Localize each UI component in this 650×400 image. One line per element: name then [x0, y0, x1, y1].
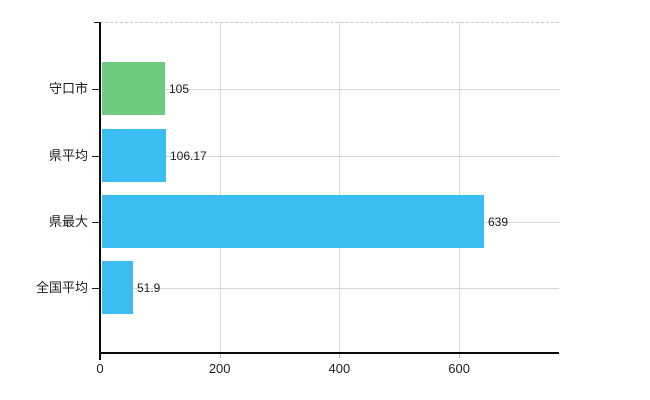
- y-gridline: [102, 155, 559, 157]
- y-axis-category-tick: [92, 287, 100, 289]
- x-axis-tick: [339, 353, 341, 358]
- x-axis-tick-label: 400: [328, 361, 351, 376]
- bar-0: [102, 62, 165, 115]
- plot-top-border: [100, 22, 559, 23]
- category-label: 県平均: [48, 147, 88, 163]
- bar-3: [102, 261, 133, 314]
- bar-value-label: 51.9: [137, 280, 161, 295]
- x-gridline: [339, 22, 341, 352]
- category-label: 県最大: [48, 213, 88, 229]
- x-axis-tick-label: 200: [208, 361, 231, 376]
- bar-value-label: 106.17: [170, 148, 207, 163]
- x-gridline: [459, 22, 461, 352]
- bar-value-label: 105: [169, 81, 190, 96]
- bar-2: [102, 195, 484, 248]
- bar-1: [102, 129, 166, 182]
- y-axis-category-tick: [92, 88, 100, 90]
- category-label: 守口市: [48, 80, 88, 96]
- x-axis-tick-label: 0: [96, 361, 104, 376]
- y-axis-category-tick: [92, 221, 100, 223]
- bar-value-label: 639: [488, 214, 509, 229]
- x-gridline: [219, 22, 221, 352]
- y-axis-category-tick: [92, 155, 100, 157]
- x-axis-line: [99, 352, 559, 354]
- y-axis-line: [99, 22, 101, 360]
- category-label: 全国平均: [35, 279, 88, 295]
- y-gridline: [102, 88, 559, 90]
- x-axis-tick: [459, 353, 461, 358]
- y-gridline: [102, 287, 559, 289]
- y-axis-top-tick: [94, 22, 100, 23]
- x-axis-tick: [219, 353, 221, 358]
- x-axis-tick-label: 600: [448, 361, 470, 376]
